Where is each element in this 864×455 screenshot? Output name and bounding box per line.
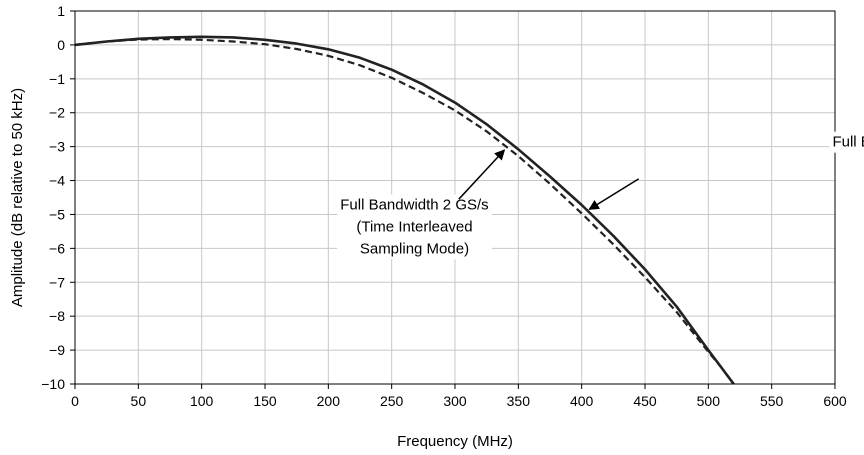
y-tick-label: −8 (49, 308, 65, 324)
y-axis-title: Amplitude (dB relative to 50 kHz) (9, 88, 26, 307)
annotation-1gs-background (829, 131, 864, 153)
x-tick-label: 350 (507, 393, 531, 409)
y-tick-label: 1 (57, 3, 65, 19)
x-axis-title: Frequency (MHz) (397, 433, 513, 450)
x-tick-label: 0 (71, 393, 79, 409)
y-tick-label: −10 (41, 376, 65, 392)
x-tick-label: 500 (697, 393, 721, 409)
y-tick-label: −4 (49, 173, 65, 189)
series-line-2gs-dashed (74, 38, 735, 385)
annotation-1gs-line: Full Bandwidth 1 GS/s (832, 134, 864, 151)
annotation-2gs-text: Full Bandwidth 2 GS/s (Time Interleaved Sa… (340, 196, 488, 257)
x-tick-label: 150 (253, 393, 277, 409)
annotations: Full Bandwidth 1 GS/s Full Bandwidth 2 GS… (337, 131, 864, 260)
x-tick-label: 200 (317, 393, 341, 409)
x-tick-label: 450 (633, 393, 657, 409)
annotation-2gs-background (337, 194, 492, 260)
y-tick-label: −5 (49, 206, 65, 222)
y-tick-label: 0 (57, 37, 65, 53)
y-tick-label: −1 (49, 71, 65, 87)
x-tick-label: 400 (570, 393, 594, 409)
x-tick-label: 300 (443, 393, 467, 409)
y-tick-label: −7 (49, 274, 65, 290)
annotation-1gs-arrow (588, 178, 640, 211)
annotation-1gs-text: Full Bandwidth 1 GS/s (832, 134, 864, 151)
x-tick-label: 50 (131, 393, 147, 409)
series-lines (74, 35, 735, 385)
x-tick-label: 550 (760, 393, 784, 409)
y-tick-label: −3 (49, 139, 65, 155)
annotation-2gs-arrow (458, 149, 506, 200)
annotation-2gs-line: Full Bandwidth 2 GS/s (340, 196, 488, 213)
x-tick-label: 600 (823, 393, 847, 409)
y-tick-label: −9 (49, 342, 65, 358)
axis-ticks: 0 50 100 150 200 250 300 350 400 450 500 550 600 1 0 −1… (41, 3, 847, 409)
series-line-1gs-solid (74, 35, 735, 385)
x-tick-label: 100 (190, 393, 214, 409)
annotation-2gs: Full Bandwidth 2 GS/s (Time Interleaved Sa… (337, 149, 506, 260)
annotation-2gs-line: Sampling Mode) (360, 240, 469, 257)
y-tick-label: −2 (49, 105, 65, 121)
x-tick-label: 250 (380, 393, 404, 409)
y-tick-label: −6 (49, 240, 65, 256)
annotation-1gs: Full Bandwidth 1 GS/s (588, 131, 864, 211)
annotation-2gs-line: (Time Interleaved (356, 218, 472, 235)
